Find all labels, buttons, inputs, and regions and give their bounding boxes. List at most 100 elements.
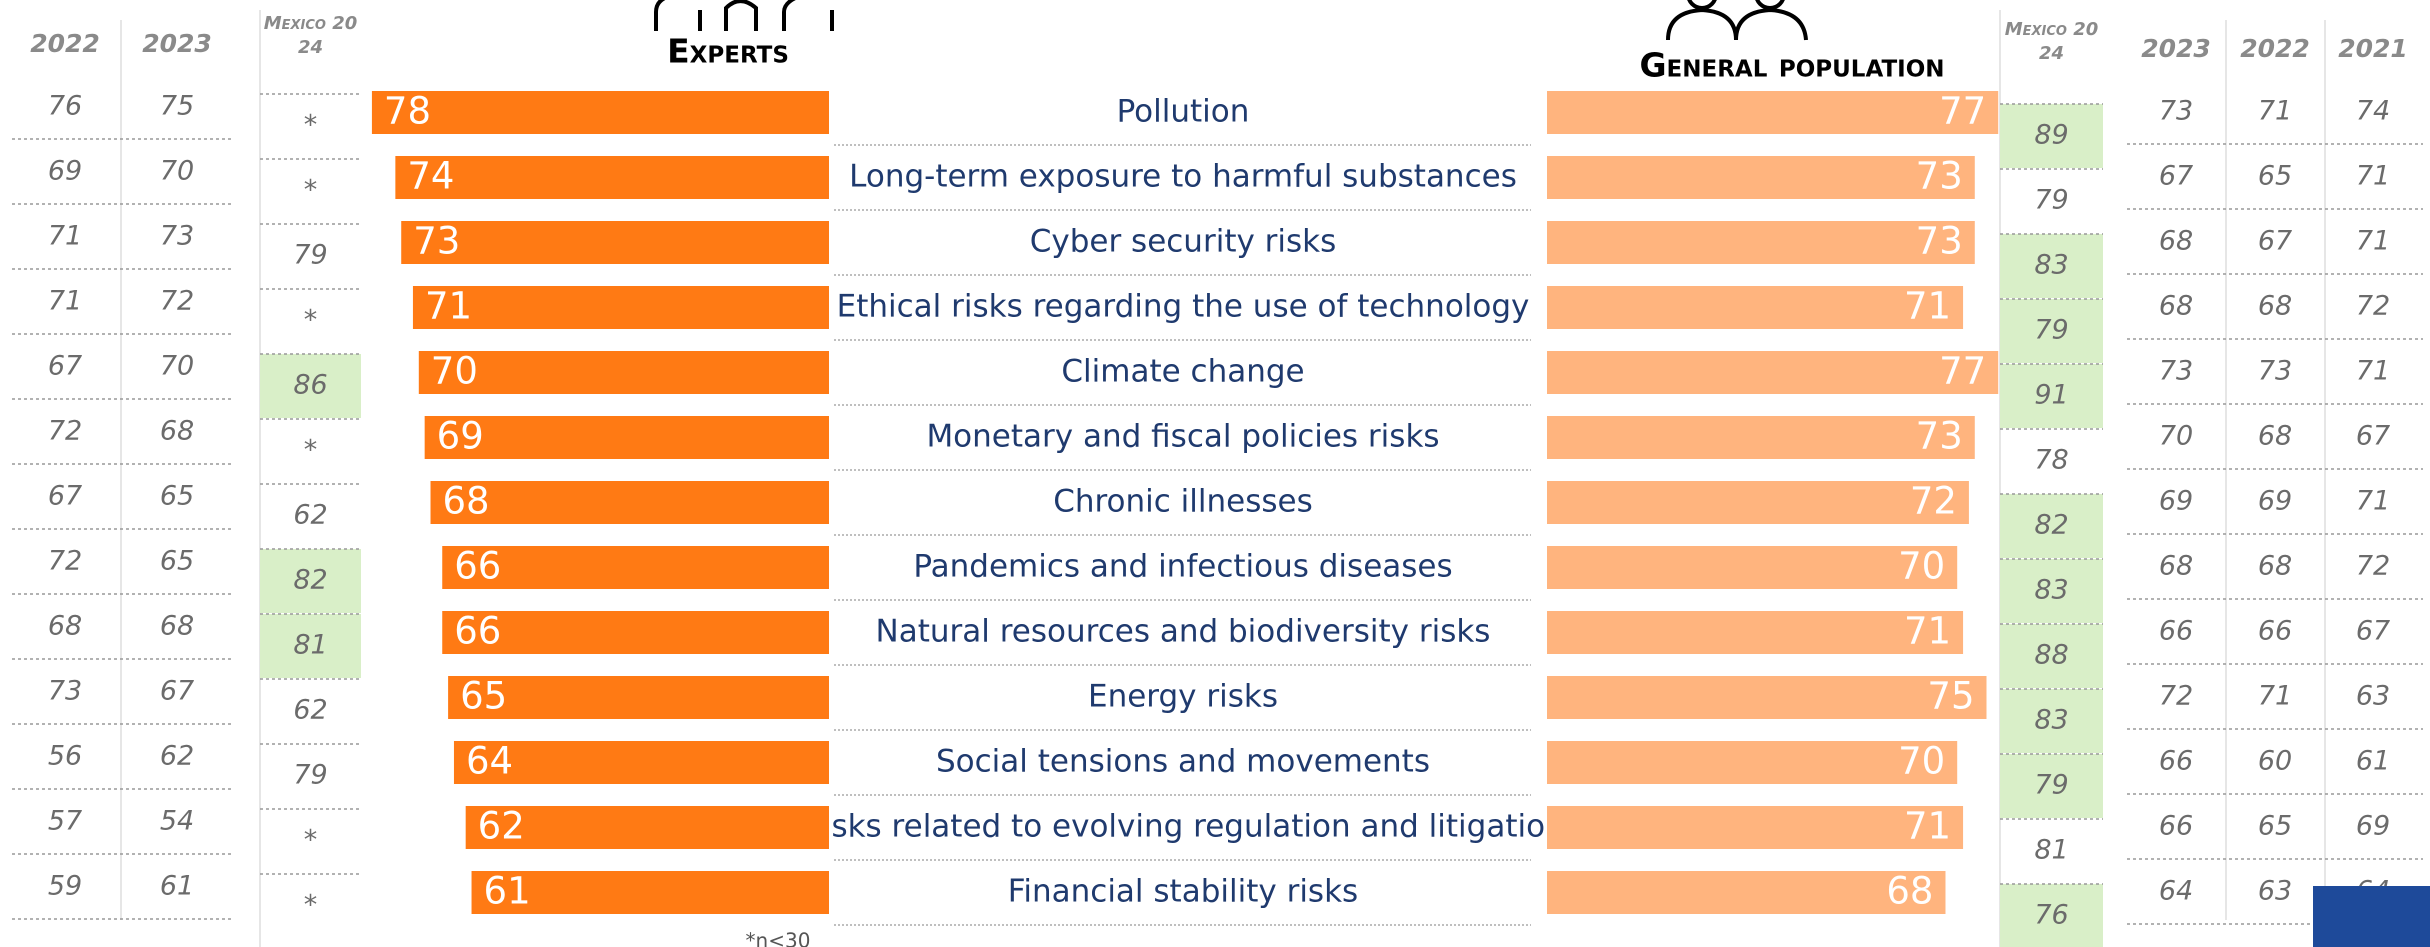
bar xyxy=(418,351,829,394)
bar xyxy=(471,871,829,914)
highlight-cell xyxy=(2000,494,2103,558)
table-cell: 91 xyxy=(2034,380,2068,411)
table-cell: * xyxy=(304,890,318,921)
table-cell: 67 xyxy=(48,481,82,512)
table-cell: 65 xyxy=(2258,811,2292,842)
table-cell: 73 xyxy=(2159,96,2193,127)
table-cell: 76 xyxy=(2034,900,2068,931)
table-cell: 69 xyxy=(2356,811,2390,842)
bar-value: 69 xyxy=(437,415,484,458)
table-cell: 66 xyxy=(2258,616,2292,647)
bar-value: 70 xyxy=(1898,740,1945,783)
table-cell: 63 xyxy=(2258,876,2292,907)
bar xyxy=(1547,546,1958,589)
category-label: Risks related to evolving regulation and… xyxy=(801,809,1564,845)
bar-value: 74 xyxy=(407,155,454,198)
table-cell: * xyxy=(304,825,318,856)
column-header: 2023 xyxy=(142,29,212,58)
bar-value: 66 xyxy=(454,610,501,653)
table-cell: 83 xyxy=(2034,250,2068,281)
table-cell: 88 xyxy=(2034,640,2068,671)
footnote: *n<30 xyxy=(746,929,811,947)
table-cell: 68 xyxy=(48,611,82,642)
mexico-header-text: Mexico 2024 xyxy=(2004,19,2099,64)
bar xyxy=(1547,481,1969,524)
bar xyxy=(453,741,829,784)
column-header: 2023 xyxy=(2141,34,2211,63)
mexico-header-text: Mexico 2024 xyxy=(263,13,358,58)
table-cell: 72 xyxy=(2356,291,2390,322)
table-cell: 61 xyxy=(2356,746,2390,777)
table-cell: 70 xyxy=(2159,421,2193,452)
bar-value: 73 xyxy=(413,220,460,263)
bar xyxy=(1547,221,1975,264)
table-cell: 67 xyxy=(160,676,194,707)
bar-value: 64 xyxy=(466,740,513,783)
category-label: Financial stability risks xyxy=(1008,874,1358,910)
bar xyxy=(1547,416,1975,459)
table-cell: 66 xyxy=(2159,746,2193,777)
table-cell: 68 xyxy=(2159,291,2193,322)
table-cell: 81 xyxy=(2034,835,2068,866)
category-label: Climate change xyxy=(1061,354,1304,390)
table-cell: 63 xyxy=(2356,681,2390,712)
table-cell: 68 xyxy=(2159,226,2193,257)
table-cell: 71 xyxy=(2258,96,2292,127)
table-cell: 56 xyxy=(48,741,82,772)
table-cell: 73 xyxy=(48,676,82,707)
bar xyxy=(1547,286,1964,329)
bar xyxy=(1547,676,1987,719)
table-cell: * xyxy=(304,110,318,141)
table-cell: 67 xyxy=(48,351,82,382)
highlight-cell xyxy=(2000,754,2103,818)
highlight-cell xyxy=(2000,299,2103,363)
table-cell: 66 xyxy=(2159,616,2193,647)
bar xyxy=(371,91,829,134)
bar-value: 68 xyxy=(1886,870,1933,913)
table-cell: 83 xyxy=(2034,575,2068,606)
table-cell: 78 xyxy=(2034,445,2068,476)
table-cell: 79 xyxy=(2034,185,2068,216)
experts-header: Experts xyxy=(667,32,789,71)
bar-value: 73 xyxy=(1916,155,1963,198)
table-cell: 69 xyxy=(2159,486,2193,517)
highlight-cell xyxy=(2000,559,2103,623)
bar-value: 72 xyxy=(1910,480,1957,523)
column-header: 2022 xyxy=(30,29,100,58)
table-cell: 65 xyxy=(2258,161,2292,192)
table-cell: 72 xyxy=(48,546,82,577)
table-cell: 60 xyxy=(2258,746,2292,777)
bar-value: 77 xyxy=(1939,350,1986,393)
table-cell: 68 xyxy=(2258,421,2292,452)
bar-value: 73 xyxy=(1916,415,1963,458)
bar-value: 62 xyxy=(478,805,525,848)
bar-value: 66 xyxy=(454,545,501,588)
table-cell: 67 xyxy=(2356,616,2390,647)
table-cell: * xyxy=(304,435,318,466)
table-cell: 83 xyxy=(2034,705,2068,736)
bar xyxy=(465,806,829,849)
category-label: Energy risks xyxy=(1088,679,1278,715)
bar-value: 65 xyxy=(460,675,507,718)
category-label: Pollution xyxy=(1117,94,1250,130)
bar-value: 78 xyxy=(384,90,431,133)
table-cell: 73 xyxy=(160,221,194,252)
bar-value: 77 xyxy=(1939,90,1986,133)
table-cell: 68 xyxy=(2159,551,2193,582)
bar xyxy=(448,676,829,719)
table-cell: 61 xyxy=(160,871,194,902)
table-cell: 69 xyxy=(2258,486,2292,517)
table-cell: 67 xyxy=(2356,421,2390,452)
bar-value: 71 xyxy=(1904,285,1951,328)
table-cell: 59 xyxy=(48,871,82,902)
category-label: Pandemics and infectious diseases xyxy=(913,549,1452,585)
table-cell: 54 xyxy=(160,806,194,837)
table-cell: 73 xyxy=(2258,356,2292,387)
table-cell: 71 xyxy=(2356,486,2390,517)
table-cell: 71 xyxy=(2356,226,2390,257)
table-cell: 79 xyxy=(293,760,327,791)
table-cell: 65 xyxy=(160,546,194,577)
table-cell: 67 xyxy=(2159,161,2193,192)
table-cell: 65 xyxy=(160,481,194,512)
